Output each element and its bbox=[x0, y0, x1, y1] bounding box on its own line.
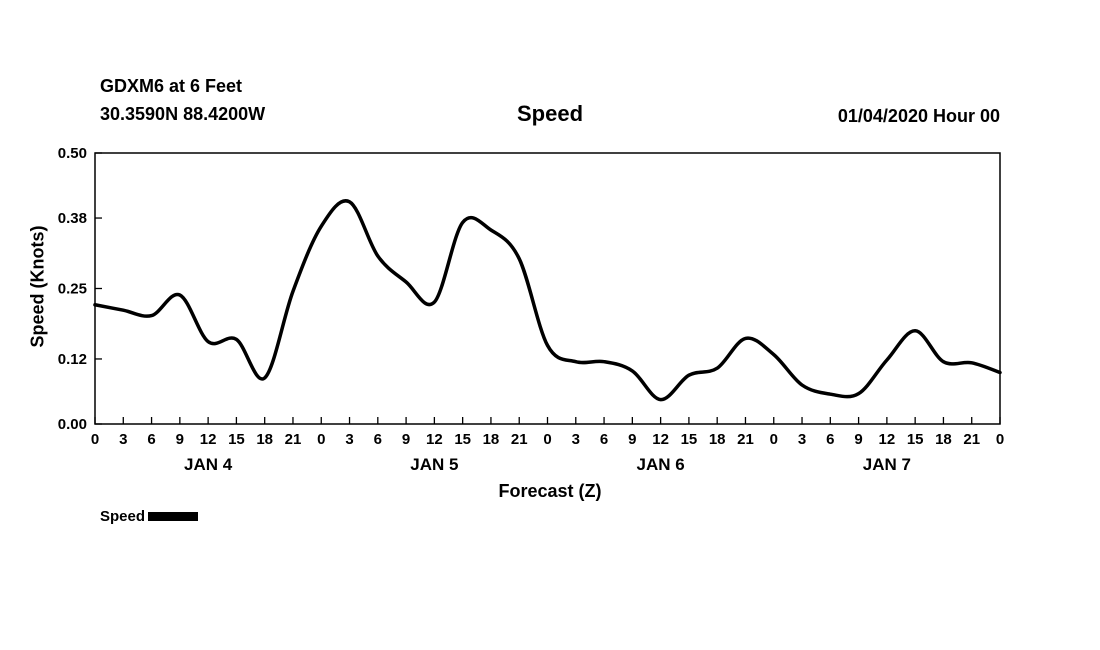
x-tick-label: 21 bbox=[963, 431, 980, 448]
y-tick-label: 0.12 bbox=[58, 351, 87, 368]
day-label: JAN 5 bbox=[410, 455, 458, 474]
x-tick-label: 0 bbox=[770, 431, 778, 448]
x-tick-label: 21 bbox=[285, 431, 302, 448]
forecast-run-datetime: 01/04/2020 Hour 00 bbox=[837, 106, 1000, 126]
x-tick-label: 9 bbox=[402, 431, 410, 448]
y-tick-label: 0.00 bbox=[58, 416, 87, 433]
x-tick-label: 18 bbox=[483, 431, 500, 448]
x-axis-label: Forecast (Z) bbox=[498, 481, 602, 501]
x-tick-label: 15 bbox=[681, 431, 698, 448]
x-tick-label: 0 bbox=[543, 431, 551, 448]
x-tick-label: 6 bbox=[147, 431, 155, 448]
x-tick-label: 3 bbox=[572, 431, 580, 448]
legend-label: Speed bbox=[100, 508, 146, 525]
y-tick-label: 0.25 bbox=[58, 281, 87, 298]
day-label: JAN 6 bbox=[637, 455, 685, 474]
y-axis-label: Speed (Knots) bbox=[27, 225, 48, 348]
speed-series-line bbox=[93, 199, 1002, 402]
x-tick-label: 0 bbox=[91, 431, 99, 448]
x-tick-label: 9 bbox=[176, 431, 184, 448]
y-tick-label: 0.38 bbox=[58, 210, 87, 227]
station-id: GDXM6 at 6 Feet bbox=[100, 76, 243, 96]
x-tick-label: 15 bbox=[228, 431, 245, 448]
plot-frame bbox=[94, 152, 1001, 425]
x-tick-label: 3 bbox=[119, 431, 127, 448]
x-tick-label: 15 bbox=[454, 431, 471, 448]
day-label: JAN 7 bbox=[863, 455, 911, 474]
x-tick-label: 3 bbox=[345, 431, 353, 448]
x-tick-label: 0 bbox=[996, 431, 1004, 448]
y-tick-label: 0.50 bbox=[58, 145, 87, 162]
x-tick-label: 6 bbox=[600, 431, 608, 448]
x-tick-label: 21 bbox=[511, 431, 528, 448]
x-tick-label: 18 bbox=[256, 431, 273, 448]
x-tick-label: 3 bbox=[798, 431, 806, 448]
x-tick-label: 0 bbox=[317, 431, 325, 448]
x-tick-label: 6 bbox=[374, 431, 382, 448]
x-tick-label: 6 bbox=[826, 431, 834, 448]
day-label: JAN 4 bbox=[184, 455, 233, 474]
x-tick-label: 18 bbox=[709, 431, 726, 448]
x-tick-label: 12 bbox=[200, 431, 217, 448]
x-tick-label: 18 bbox=[935, 431, 952, 448]
x-tick-label: 9 bbox=[628, 431, 636, 448]
legend-line-swatch bbox=[148, 512, 199, 521]
x-tick-label: 9 bbox=[854, 431, 862, 448]
x-tick-label: 12 bbox=[652, 431, 669, 448]
chart-title: Speed bbox=[516, 101, 584, 126]
x-tick-label: 15 bbox=[907, 431, 924, 448]
station-coordinates: 30.3590N 88.4200W bbox=[100, 104, 266, 124]
legend: Speed bbox=[100, 508, 199, 525]
x-tick-label: 12 bbox=[879, 431, 896, 448]
x-tick-label: 21 bbox=[737, 431, 754, 448]
x-tick-label: 12 bbox=[426, 431, 443, 448]
